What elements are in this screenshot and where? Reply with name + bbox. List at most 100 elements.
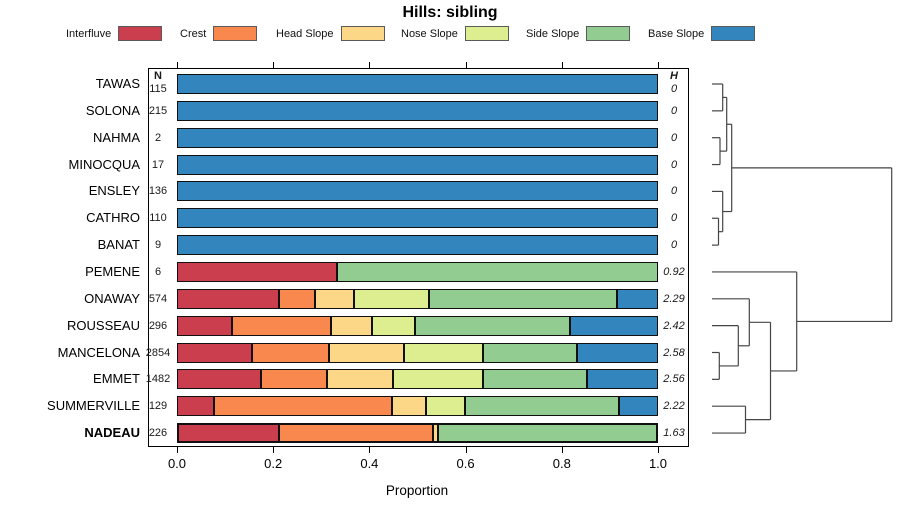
stacked-bar (177, 127, 658, 148)
x-tick (369, 447, 371, 453)
h-value: 0 (670, 158, 678, 171)
n-value: 6 (154, 265, 162, 278)
row-label: NAHMA (93, 129, 140, 145)
bar-segment (215, 397, 393, 416)
bar-segment (178, 289, 281, 308)
h-value: 1.63 (663, 427, 685, 440)
legend-label: Nose Slope (401, 27, 458, 40)
row-label: ROUSSEAU (67, 317, 140, 333)
row-label: SOLONA (85, 102, 140, 118)
legend-label: Side Slope (526, 27, 580, 40)
x-tick-label: 0.0 (167, 456, 187, 471)
bar-segment (261, 370, 328, 389)
bar-segment (430, 289, 619, 308)
bar-segment (280, 289, 317, 308)
h-value: 0 (670, 185, 678, 198)
stacked-bar (177, 208, 658, 229)
row-label: ONAWAY (84, 290, 140, 306)
bar-segment (178, 236, 657, 255)
h-value: 2.58 (663, 346, 685, 359)
h-value: 0 (670, 239, 678, 252)
h-value: 2.42 (663, 319, 685, 332)
bar-segment (233, 316, 332, 335)
stacked-bar (177, 261, 658, 282)
x-tick (273, 447, 275, 453)
bar-segment (179, 425, 281, 442)
legend-item: Nose Slope (401, 26, 509, 41)
x-tick-label: 0.8 (552, 456, 571, 471)
bar-segment (178, 397, 216, 416)
stacked-bar (177, 423, 658, 444)
bar-segment (578, 343, 657, 362)
legend-swatch (464, 26, 509, 41)
bar-segment (331, 316, 373, 335)
bar-segment (178, 262, 338, 281)
n-value: 17 (151, 158, 165, 171)
bar-segment (178, 75, 657, 93)
row-label: NADEAU (84, 425, 140, 441)
bar-segment (465, 397, 620, 416)
n-value: 115 (149, 83, 167, 95)
bar-segment (415, 316, 572, 335)
bar-segment (372, 316, 416, 335)
legend-label: Interfluve (66, 27, 112, 40)
h-value: 2.22 (663, 400, 685, 413)
n-value: 136 (148, 185, 168, 198)
bar-segment (571, 316, 657, 335)
legend-swatch (711, 26, 756, 41)
bar-segment (178, 182, 657, 201)
x-tick-label: 1.0 (648, 456, 668, 471)
bar-segment (405, 343, 484, 362)
legend-label: Base Slope (648, 27, 705, 40)
bar-segment (178, 343, 253, 362)
n-value: 110 (149, 212, 167, 225)
x-tick (561, 62, 563, 68)
plot-frame (148, 68, 689, 447)
x-tick (465, 62, 467, 68)
legend: Interfluve Crest Head Slope Nose Slope Side … (0, 0, 900, 50)
n-value: 296 (148, 319, 168, 332)
row-label: EMMET (93, 371, 140, 387)
bar-segment (337, 262, 657, 281)
row-label: TAWAS (95, 76, 140, 91)
bar-segment (483, 370, 588, 389)
legend-swatch (586, 26, 631, 41)
legend-swatch (213, 26, 258, 41)
bar-segment (618, 289, 657, 308)
h-value: 0.92 (663, 265, 685, 278)
bar-segment (426, 397, 466, 416)
bar-segment (178, 155, 657, 174)
bar-segment (619, 397, 657, 416)
chart-title: Hills: sibling (402, 4, 498, 21)
x-axis-label: Proportion (385, 483, 449, 498)
x-tick (369, 62, 371, 68)
bar-segment (330, 343, 406, 362)
h-value: 0 (670, 212, 678, 225)
x-tick (273, 62, 275, 68)
bar-segment (433, 425, 439, 442)
legend-item: Interfluve (66, 26, 163, 41)
h-value: 2.29 (663, 292, 685, 305)
x-tick-label: 0.4 (360, 456, 379, 471)
row-label: MINOCQUA (68, 156, 141, 172)
bar-segment (280, 425, 434, 442)
bar-segment (178, 316, 234, 335)
bar-segment (252, 343, 331, 362)
bar-segment (394, 370, 484, 389)
h-value: 2.56 (663, 373, 685, 386)
legend-item: Head Slope (276, 26, 385, 41)
stacked-bar (177, 342, 658, 363)
row-label: ENSLEY (88, 183, 140, 199)
legend-swatch (118, 26, 163, 41)
h-value: 0 (670, 83, 678, 95)
x-tick (465, 447, 467, 453)
row-label: MANCELONA (57, 344, 140, 360)
n-value: 215 (148, 104, 168, 117)
stacked-bar (177, 288, 658, 309)
stacked-bar (177, 74, 658, 94)
legend-label: Head Slope (276, 27, 334, 40)
row-label: PEMENE (85, 263, 140, 279)
bar-segment (178, 370, 262, 389)
x-tick (561, 447, 563, 453)
stacked-bar (177, 181, 658, 202)
